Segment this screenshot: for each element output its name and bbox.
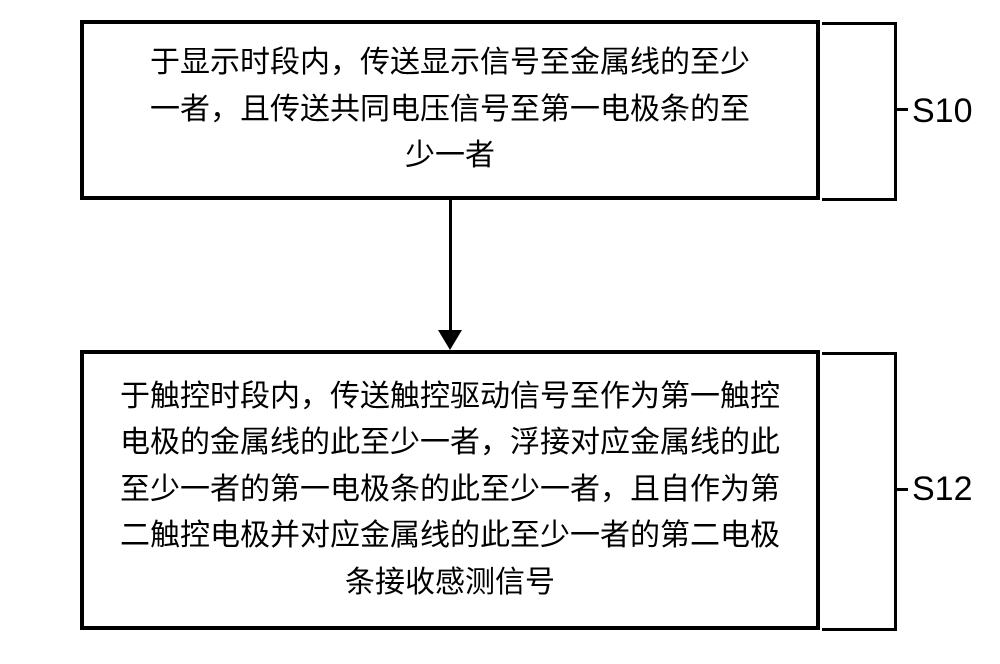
bracket-s10-lower [822,110,897,201]
step-s10-text: 于显示时段内，传送显示信号至金属线的至少 一者，且传送共同电压信号至第一电极条的… [84,40,816,180]
bracket-s10-tip [894,108,908,111]
arrow-head-icon [438,330,462,350]
arrow-line [449,200,452,330]
label-s10: S10 [912,92,973,131]
label-s12: S12 [912,470,973,509]
step-s10-box: 于显示时段内，传送显示信号至金属线的至少 一者，且传送共同电压信号至第一电极条的… [80,20,820,200]
bracket-s12-tip [894,488,908,491]
bracket-s12-lower [822,490,897,631]
step-s12-box: 于触控时段内，传送触控驱动信号至作为第一触控 电极的金属线的此至少一者，浮接对应… [80,350,820,630]
flowchart-canvas: 于显示时段内，传送显示信号至金属线的至少 一者，且传送共同电压信号至第一电极条的… [0,0,1000,664]
bracket-s12-upper [822,352,897,493]
bracket-s10-upper [822,22,897,113]
step-s12-text: 于触控时段内，传送触控驱动信号至作为第一触控 电极的金属线的此至少一者，浮接对应… [84,374,816,607]
